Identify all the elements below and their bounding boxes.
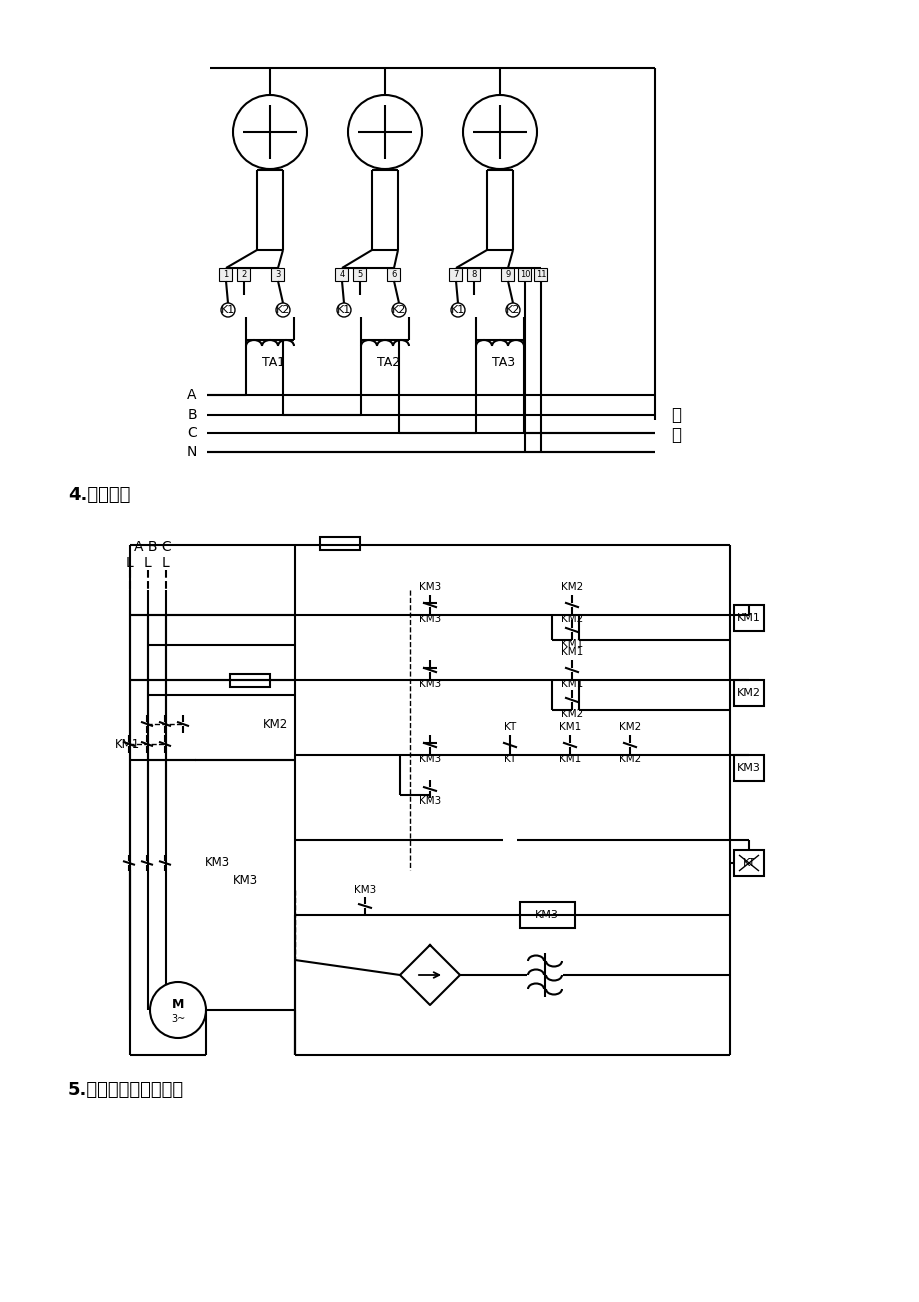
Text: A: A — [187, 388, 197, 402]
Text: KM2: KM2 — [561, 615, 583, 624]
Bar — [733, 850, 763, 876]
Text: 8: 8 — [471, 270, 476, 279]
Text: KM2: KM2 — [618, 754, 641, 764]
Text: KM3: KM3 — [418, 680, 440, 689]
Bar — [518, 268, 531, 281]
Bar — [733, 755, 763, 781]
Text: KM1: KM1 — [558, 754, 581, 764]
Text: KM3: KM3 — [204, 855, 230, 868]
Text: L: L — [126, 556, 134, 570]
Text: KT: KT — [742, 858, 754, 868]
Bar — [230, 674, 269, 687]
Bar — [320, 536, 359, 549]
Text: KM1: KM1 — [558, 723, 581, 732]
Text: 负: 负 — [670, 406, 680, 424]
Text: KM3: KM3 — [418, 754, 440, 764]
Text: 4.能耗制动: 4.能耗制动 — [68, 486, 130, 504]
Bar — [220, 268, 233, 281]
Text: 3~: 3~ — [171, 1014, 185, 1023]
Circle shape — [336, 303, 351, 316]
Circle shape — [391, 303, 405, 316]
Text: KM3: KM3 — [736, 763, 760, 773]
Circle shape — [276, 303, 289, 316]
Bar — [534, 268, 547, 281]
Text: M: M — [172, 999, 184, 1012]
Text: 载: 载 — [670, 426, 680, 444]
Bar — [387, 268, 400, 281]
Bar — [519, 902, 574, 928]
Circle shape — [347, 95, 422, 169]
Bar — [335, 268, 348, 281]
Text: 6: 6 — [391, 270, 396, 279]
Text: KM2: KM2 — [263, 719, 288, 732]
Text: KM3: KM3 — [418, 582, 440, 592]
Text: K1: K1 — [450, 305, 465, 315]
Text: TA3: TA3 — [492, 355, 515, 368]
Text: 10: 10 — [519, 270, 529, 279]
Text: K2: K2 — [391, 305, 406, 315]
Text: KM2: KM2 — [618, 723, 641, 732]
Text: KM3: KM3 — [535, 910, 559, 921]
Text: KM3: KM3 — [418, 615, 440, 624]
Bar — [733, 680, 763, 706]
Bar — [237, 268, 250, 281]
Circle shape — [450, 303, 464, 316]
Bar — [733, 605, 763, 631]
Text: 3: 3 — [275, 270, 280, 279]
Circle shape — [221, 303, 234, 316]
Bar — [501, 268, 514, 281]
Text: C: C — [187, 426, 197, 440]
Circle shape — [150, 982, 206, 1038]
Text: 11: 11 — [535, 270, 546, 279]
Circle shape — [505, 303, 519, 316]
Circle shape — [462, 95, 537, 169]
Text: K1: K1 — [221, 305, 235, 315]
Text: KM2: KM2 — [561, 582, 583, 592]
Bar — [271, 268, 284, 281]
Text: TA2: TA2 — [377, 355, 400, 368]
Text: KM1: KM1 — [561, 647, 583, 658]
Text: KM1: KM1 — [736, 613, 760, 622]
Text: L: L — [162, 556, 170, 570]
Text: KM3: KM3 — [233, 874, 257, 887]
Text: KM3: KM3 — [354, 885, 376, 894]
Text: TA1: TA1 — [262, 355, 285, 368]
Text: 5: 5 — [357, 270, 362, 279]
Text: KT: KT — [504, 754, 516, 764]
Text: K1: K1 — [336, 305, 351, 315]
Text: N: N — [187, 445, 197, 460]
Circle shape — [233, 95, 307, 169]
Text: 9: 9 — [505, 270, 510, 279]
Text: K2: K2 — [276, 305, 289, 315]
Text: KM3: KM3 — [418, 796, 440, 806]
Text: B: B — [187, 408, 197, 422]
Text: 5.顺序起动，逆序停止: 5.顺序起动，逆序停止 — [68, 1081, 184, 1099]
Text: A B C: A B C — [134, 540, 172, 553]
Bar — [353, 268, 366, 281]
Text: 4: 4 — [339, 270, 345, 279]
Bar — [449, 268, 462, 281]
Text: KM1: KM1 — [115, 738, 140, 751]
Text: 2: 2 — [241, 270, 246, 279]
Text: 7: 7 — [453, 270, 459, 279]
Text: K2: K2 — [505, 305, 519, 315]
Text: KM2: KM2 — [561, 710, 583, 719]
Text: KM1: KM1 — [561, 639, 583, 648]
Text: KT: KT — [504, 723, 516, 732]
Text: KM2: KM2 — [736, 687, 760, 698]
Bar — [467, 268, 480, 281]
Text: KM1: KM1 — [561, 680, 583, 689]
Text: L: L — [144, 556, 152, 570]
Text: 1: 1 — [223, 270, 229, 279]
